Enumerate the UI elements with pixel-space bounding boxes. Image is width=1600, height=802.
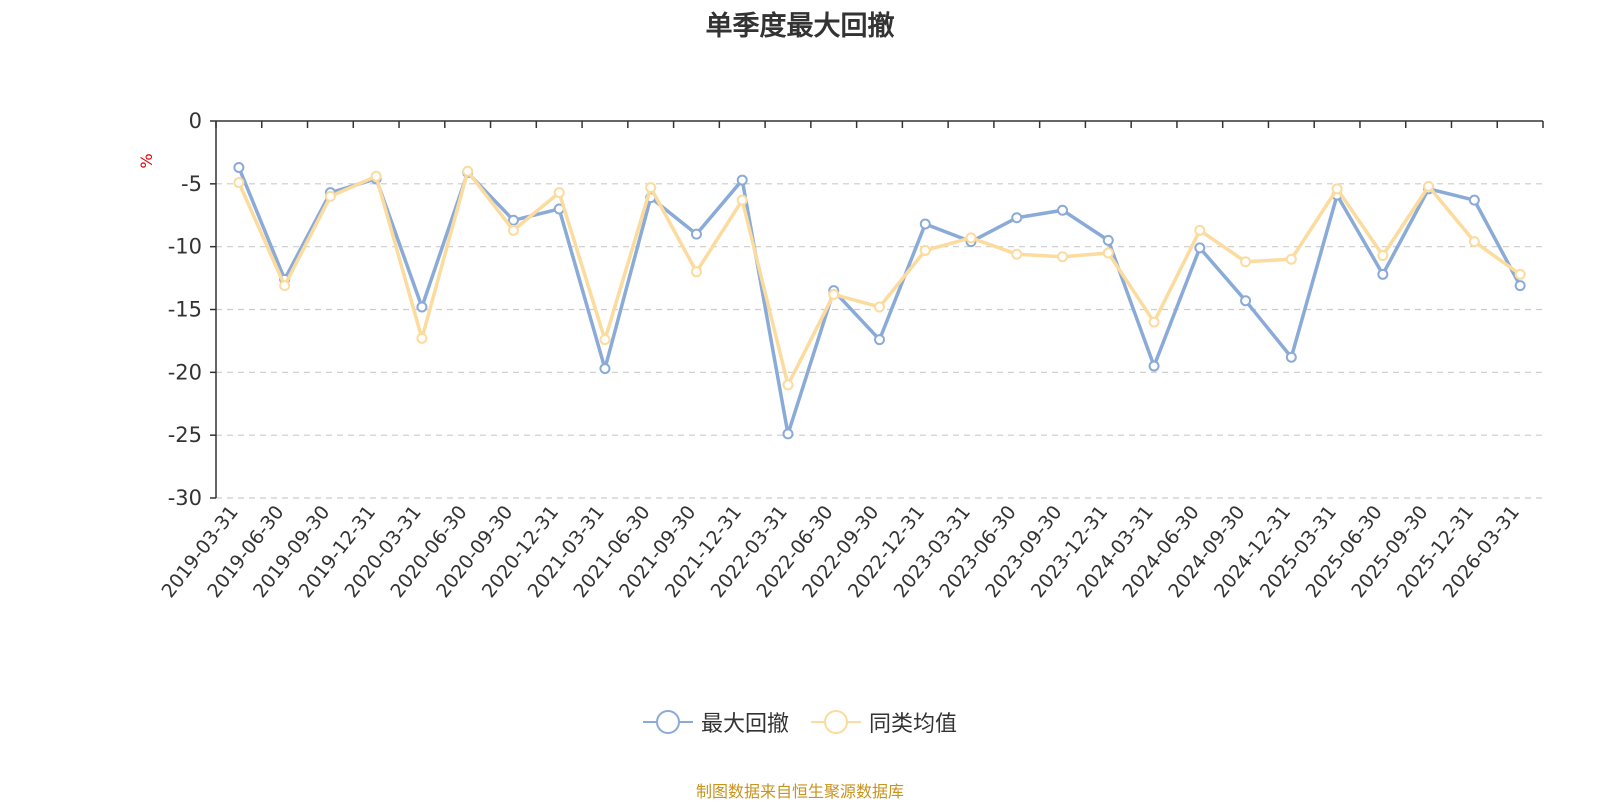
data-point-series-1[interactable]	[1102, 234, 1114, 246]
data-point-series-2[interactable]	[370, 170, 382, 182]
data-point-series-2[interactable]	[1468, 236, 1480, 248]
legend-label-series-1: 最大回撤	[700, 712, 789, 737]
y-tick-label: -15	[168, 298, 202, 322]
data-point-series-1[interactable]	[690, 228, 702, 240]
data-point-series-2[interactable]	[736, 194, 748, 206]
y-tick-label: -25	[168, 423, 202, 447]
source-note: 制图数据来自恒生聚源数据库	[695, 782, 904, 801]
data-point-series-1[interactable]	[1514, 280, 1526, 292]
series-lines	[233, 161, 1526, 440]
y-tick-label: -30	[168, 486, 202, 510]
data-point-series-2[interactable]	[645, 182, 657, 194]
data-point-series-2[interactable]	[1285, 253, 1297, 265]
data-point-series-1[interactable]	[1285, 351, 1297, 363]
data-point-series-1[interactable]	[1468, 194, 1480, 206]
data-point-series-2[interactable]	[233, 177, 245, 189]
data-point-series-1[interactable]	[1377, 268, 1389, 280]
data-point-series-1[interactable]	[919, 218, 931, 230]
data-point-series-2[interactable]	[324, 190, 336, 202]
data-point-series-2[interactable]	[1514, 268, 1526, 280]
y-tick-label: -20	[168, 360, 202, 384]
data-point-series-1[interactable]	[782, 428, 794, 440]
data-point-series-2[interactable]	[416, 332, 428, 344]
data-point-series-2[interactable]	[874, 301, 885, 313]
legend-item-series-2[interactable]: 同类均值	[811, 706, 957, 738]
data-point-series-2[interactable]	[690, 266, 702, 278]
data-point-series-1[interactable]	[736, 174, 748, 186]
legend-label-series-2: 同类均值	[869, 712, 958, 737]
data-point-series-2[interactable]	[1194, 224, 1206, 236]
data-point-series-1[interactable]	[507, 214, 519, 226]
data-point-series-2[interactable]	[462, 165, 474, 177]
y-tick-label: 0	[189, 109, 202, 133]
data-point-series-2[interactable]	[1377, 249, 1389, 261]
data-point-series-2[interactable]	[1423, 180, 1435, 192]
data-point-series-2[interactable]	[1102, 247, 1114, 259]
data-point-series-2[interactable]	[1331, 183, 1343, 195]
data-point-series-2[interactable]	[965, 232, 977, 244]
data-point-series-2[interactable]	[553, 187, 565, 199]
data-point-series-1[interactable]	[416, 301, 428, 313]
y-tick-label: -10	[168, 235, 202, 259]
legend: 最大回撤 同类均值	[0, 706, 1600, 738]
data-point-series-1[interactable]	[1240, 295, 1252, 307]
chart-title: 单季度最大回撤	[705, 11, 895, 42]
data-point-series-2[interactable]	[828, 288, 840, 300]
data-point-series-1[interactable]	[599, 363, 611, 375]
legend-marker-series-1	[642, 710, 693, 734]
data-point-series-2[interactable]	[507, 224, 519, 236]
y-axis-label: %	[137, 153, 156, 168]
data-point-series-1[interactable]	[1057, 204, 1069, 216]
data-point-series-2[interactable]	[1011, 248, 1023, 260]
data-point-series-1[interactable]	[1148, 360, 1160, 372]
data-point-series-2[interactable]	[1148, 316, 1160, 328]
data-point-series-2[interactable]	[782, 379, 794, 391]
data-point-series-2[interactable]	[1057, 251, 1069, 263]
data-point-series-2[interactable]	[599, 334, 611, 346]
legend-item-series-1[interactable]: 最大回撤	[642, 706, 789, 738]
data-point-series-1[interactable]	[1194, 242, 1206, 254]
data-point-series-1[interactable]	[874, 334, 885, 346]
data-point-series-2[interactable]	[919, 244, 931, 256]
data-point-series-2[interactable]	[1240, 256, 1252, 268]
data-point-series-2[interactable]	[279, 280, 291, 292]
data-point-series-1[interactable]	[1011, 212, 1023, 224]
y-tick-label: -5	[181, 172, 202, 196]
legend-marker-series-2	[811, 710, 861, 734]
data-point-series-1[interactable]	[233, 161, 245, 173]
